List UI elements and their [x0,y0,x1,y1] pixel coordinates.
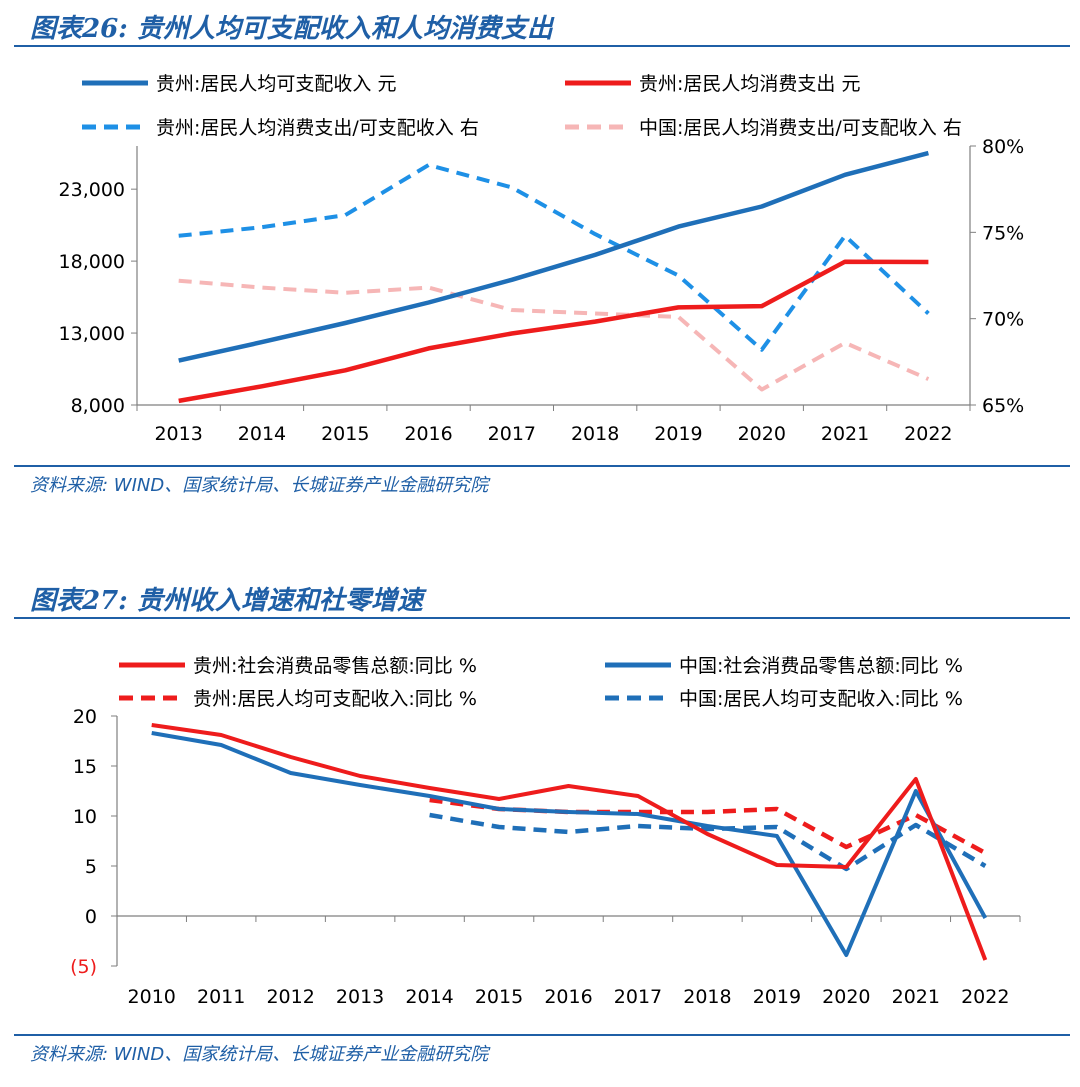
x-tick-label: 2019 [753,986,801,1008]
x-tick-label: 2017 [614,986,662,1008]
y-tick-label: 0 [85,906,97,928]
y-right-tick-label: 65% [982,395,1024,417]
x-tick-label: 2016 [404,423,452,445]
x-tick-label: 2010 [128,986,176,1008]
y-left-tick-label: 8,000 [71,395,125,417]
legend-label-series-1: 贵州:社会消费品零售总额:同比 % [193,655,477,677]
line-series-4 [178,278,930,392]
legend-label-series-3: 贵州:居民人均消费支出/可支配收入 右 [156,117,479,139]
line-series-2 [178,259,929,404]
y-right-tick-label: 70% [982,309,1024,331]
chart-26: 8,000 13,000 18,000 23,000 65% 70% 75% 80% 2013 2… [59,73,1025,445]
figure-27-title-rule [14,617,1070,619]
figure-26-source: 资料来源: WIND、国家统计局、长城证券产业金融研究院 [30,475,489,496]
x-tick-label: 2022 [961,986,1009,1008]
line-series-4 [429,812,987,872]
figure-26-title: 图表26: 贵州人均可支配收入和人均消费支出 [30,14,553,44]
y-tick-label: 5 [85,856,97,878]
legend-label-series-2: 中国:社会消费品零售总额:同比 % [679,655,963,677]
y-tick-label: 10 [73,806,97,828]
line-series-1 [178,150,929,363]
figure-26-source-rule [14,465,1070,467]
legend-label-series-4: 中国:居民人均消费支出/可支配收入 右 [639,117,962,139]
y-tick-label: (5) [70,956,97,978]
chart-27: (5) 0 5 10 15 20 2010 2011 2012 2013 2014 2015 2016 2… [70,655,1021,1008]
legend-label-series-3: 贵州:居民人均可支配收入:同比 % [193,688,477,710]
x-tick-label: 2013 [154,423,202,445]
x-tick-label: 2020 [822,986,870,1008]
x-tick-label: 2019 [654,423,702,445]
legend-label-series-4: 中国:居民人均可支配收入:同比 % [679,688,963,710]
x-tick-label: 2014 [238,423,286,445]
y-tick-label: 15 [73,756,97,778]
figure-27-title: 图表27: 贵州收入增速和社零增速 [30,586,423,616]
figure-26-title-rule [14,45,1070,47]
x-tick-label: 2014 [405,986,453,1008]
x-tick-label: 2013 [336,986,384,1008]
legend-label-series-2: 贵州:居民人均消费支出 元 [639,73,860,95]
figure-27-source-rule [14,1034,1070,1036]
x-tick-label: 2011 [197,986,245,1008]
figure-27-source: 资料来源: WIND、国家统计局、长城证券产业金融研究院 [30,1044,489,1065]
y-left-tick-label: 13,000 [59,323,125,345]
x-tick-label: 2018 [683,986,731,1008]
line-series-1 [151,723,988,961]
x-tick-label: 2021 [821,423,869,445]
x-tick-label: 2012 [266,986,314,1008]
y-right-tick-label: 75% [982,222,1024,244]
x-tick-label: 2020 [738,423,786,445]
y-right-tick-label: 80% [982,136,1024,158]
line-series-2 [151,731,988,957]
x-tick-label: 2016 [544,986,592,1008]
y-left-tick-label: 23,000 [59,179,125,201]
y-left-tick-label: 18,000 [59,251,125,273]
y-tick-label: 20 [73,706,97,728]
x-tick-label: 2015 [475,986,523,1008]
x-tick-label: 2022 [904,423,952,445]
line-series-3 [178,163,930,352]
x-tick-label: 2021 [892,986,940,1008]
x-tick-label: 2018 [571,423,619,445]
legend-label-series-1: 贵州:居民人均可支配收入 元 [156,73,396,95]
x-tick-label: 2015 [321,423,369,445]
x-tick-label: 2017 [488,423,536,445]
